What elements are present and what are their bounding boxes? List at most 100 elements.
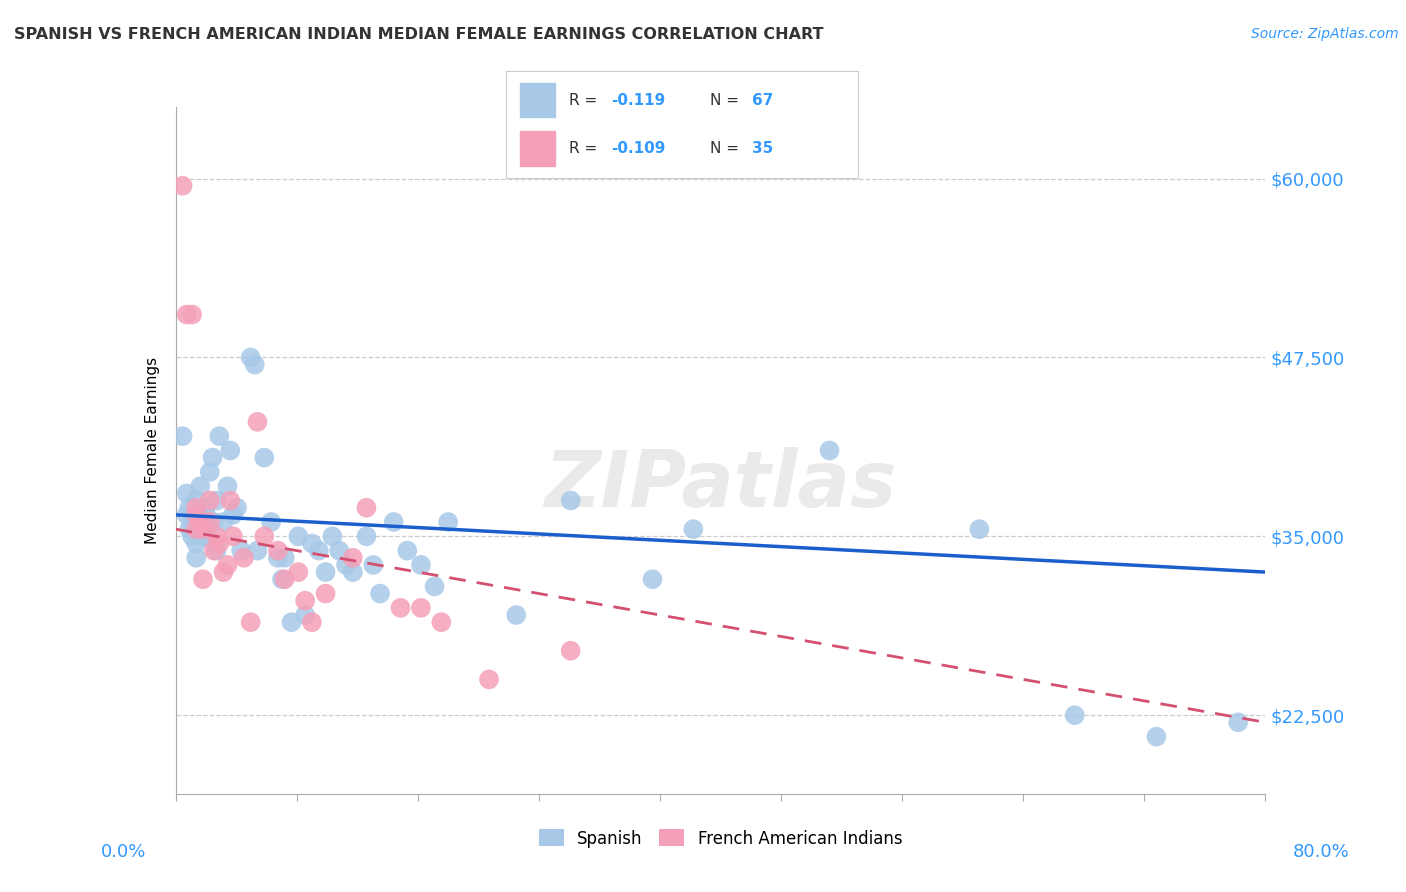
Point: [342, 565, 364, 579]
Point: [430, 615, 453, 630]
Point: [195, 529, 218, 543]
Text: SPANISH VS FRENCH AMERICAN INDIAN MEDIAN FEMALE EARNINGS CORRELATION CHART: SPANISH VS FRENCH AMERICAN INDIAN MEDIAN…: [14, 27, 824, 42]
Point: [267, 550, 290, 565]
Point: [208, 536, 231, 550]
Point: [176, 486, 198, 500]
Point: [382, 515, 405, 529]
Point: [1144, 730, 1167, 744]
Point: [198, 515, 221, 529]
Point: [389, 600, 412, 615]
Point: [437, 515, 460, 529]
Text: -0.119: -0.119: [612, 93, 666, 108]
Point: [560, 493, 582, 508]
Point: [239, 615, 262, 630]
Point: [361, 558, 384, 572]
Point: [186, 550, 208, 565]
Point: [217, 558, 239, 572]
Point: [222, 529, 245, 543]
Point: [335, 558, 357, 572]
Point: [294, 607, 316, 622]
Text: 80.0%: 80.0%: [1294, 843, 1350, 861]
Point: [287, 529, 309, 543]
Point: [969, 522, 991, 536]
Text: -0.109: -0.109: [612, 141, 666, 156]
Point: [179, 500, 201, 515]
Point: [560, 644, 582, 658]
Point: [368, 586, 391, 600]
Point: [232, 550, 254, 565]
Point: [217, 479, 239, 493]
Point: [219, 443, 242, 458]
Point: [191, 529, 214, 543]
Point: [205, 529, 228, 543]
Point: [301, 615, 323, 630]
Point: [181, 515, 204, 529]
Point: [222, 508, 245, 522]
Y-axis label: Median Female Earnings: Median Female Earnings: [145, 357, 160, 544]
Point: [315, 586, 337, 600]
Point: [181, 308, 204, 322]
Point: [176, 508, 198, 522]
Text: N =: N =: [710, 93, 744, 108]
Point: [202, 515, 225, 529]
Point: [181, 529, 204, 543]
Point: [172, 178, 194, 193]
Point: [280, 615, 302, 630]
Point: [301, 536, 323, 550]
Point: [194, 500, 217, 515]
Point: [328, 543, 350, 558]
Point: [818, 443, 841, 458]
Point: [260, 515, 283, 529]
Point: [186, 508, 208, 522]
Point: [315, 565, 337, 579]
Point: [208, 429, 231, 443]
Text: R =: R =: [569, 93, 603, 108]
Bar: [520, 83, 555, 118]
Point: [246, 543, 269, 558]
Text: N =: N =: [710, 141, 744, 156]
Point: [231, 543, 253, 558]
Point: [186, 508, 208, 522]
Point: [396, 543, 419, 558]
Point: [682, 522, 704, 536]
Point: [191, 572, 214, 586]
Point: [246, 415, 269, 429]
Point: [188, 515, 211, 529]
Point: [423, 579, 446, 593]
Point: [176, 308, 198, 322]
Point: [198, 493, 221, 508]
Point: [239, 351, 262, 365]
Point: [409, 600, 432, 615]
Point: [1063, 708, 1085, 723]
Point: [186, 500, 208, 515]
Legend: Spanish, French American Indians: Spanish, French American Indians: [533, 822, 908, 855]
Text: R =: R =: [569, 141, 603, 156]
Point: [219, 493, 242, 508]
Point: [505, 607, 527, 622]
Point: [201, 450, 224, 465]
Point: [212, 515, 235, 529]
Point: [205, 543, 228, 558]
Point: [342, 550, 364, 565]
Text: 0.0%: 0.0%: [101, 843, 146, 861]
Point: [478, 673, 501, 687]
Text: ZIPatlas: ZIPatlas: [544, 447, 897, 523]
Point: [191, 522, 214, 536]
Point: [409, 558, 432, 572]
Point: [1227, 715, 1250, 730]
Text: 67: 67: [752, 93, 773, 108]
Text: 35: 35: [752, 141, 773, 156]
Text: Source: ZipAtlas.com: Source: ZipAtlas.com: [1251, 27, 1399, 41]
Point: [287, 565, 309, 579]
Point: [202, 543, 225, 558]
Point: [308, 543, 330, 558]
Point: [179, 522, 201, 536]
Point: [243, 358, 266, 372]
Point: [186, 522, 208, 536]
Point: [186, 522, 208, 536]
Point: [188, 479, 211, 493]
Point: [267, 543, 290, 558]
Point: [194, 508, 217, 522]
Point: [191, 500, 214, 515]
Point: [191, 515, 214, 529]
